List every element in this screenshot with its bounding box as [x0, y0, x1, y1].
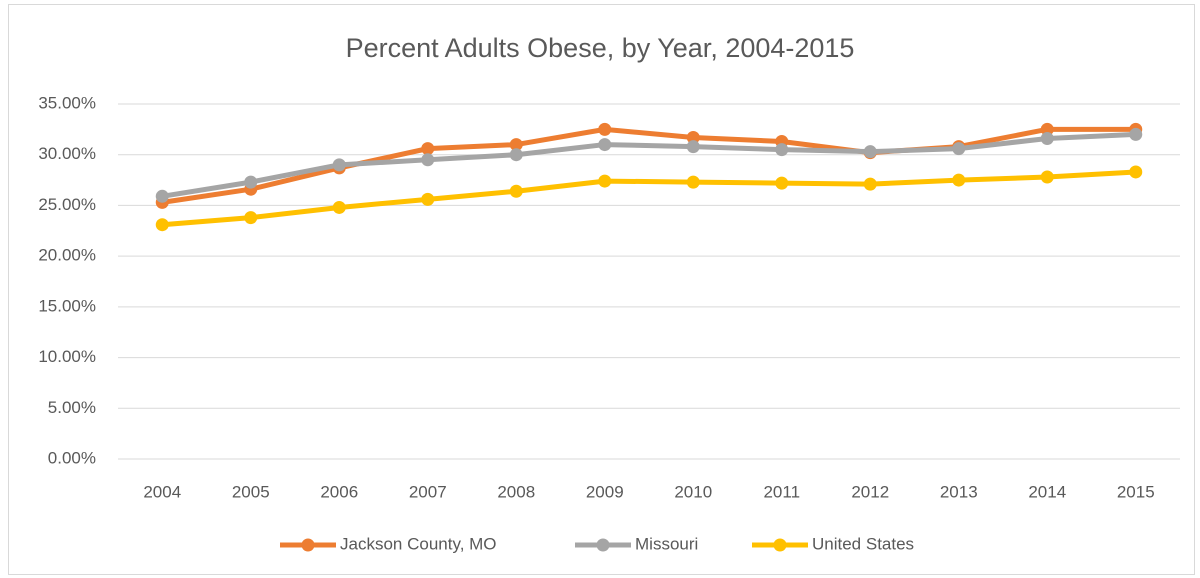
data-point: [952, 142, 966, 156]
data-point: [952, 173, 966, 187]
x-tick-label: 2009: [586, 482, 624, 501]
data-point: [1129, 127, 1143, 141]
y-tick-label: 20.00%: [38, 246, 96, 265]
data-point: [421, 153, 435, 167]
x-tick-label: 2004: [143, 482, 181, 501]
chart-title: Percent Adults Obese, by Year, 2004-2015: [346, 33, 855, 63]
data-point: [775, 176, 789, 190]
data-point: [598, 174, 612, 188]
x-tick-label: 2013: [940, 482, 978, 501]
data-point: [332, 200, 346, 214]
data-point: [863, 145, 877, 159]
data-point: [421, 142, 435, 156]
y-tick-label: 5.00%: [48, 398, 96, 417]
chart-frame: [8, 4, 1195, 575]
data-point: [1040, 122, 1054, 136]
y-tick-label: 35.00%: [38, 93, 96, 112]
x-tick-label: 2006: [320, 482, 358, 501]
y-tick-label: 25.00%: [38, 195, 96, 214]
data-point: [598, 122, 612, 136]
x-tick-label: 2014: [1028, 482, 1066, 501]
series-line: [162, 169, 1136, 228]
data-point: [863, 177, 877, 191]
y-tick-label: 30.00%: [38, 144, 96, 163]
legend-label: Missouri: [635, 534, 698, 553]
data-point: [509, 184, 523, 198]
legend-label: Jackson County, MO: [340, 534, 497, 553]
data-point: [509, 138, 523, 152]
data-point: [598, 138, 612, 152]
data-point: [244, 175, 258, 189]
x-tick-label: 2015: [1117, 482, 1155, 501]
legend-label: United States: [812, 534, 914, 553]
x-tick-label: 2010: [674, 482, 712, 501]
x-tick-label: 2008: [497, 482, 535, 501]
data-point: [686, 130, 700, 144]
x-tick-label: 2005: [232, 482, 270, 501]
x-tick-label: 2012: [851, 482, 889, 501]
data-point: [421, 192, 435, 206]
data-point: [1129, 165, 1143, 179]
y-tick-label: 10.00%: [38, 347, 96, 366]
data-point: [1040, 170, 1054, 184]
x-tick-label: 2007: [409, 482, 447, 501]
data-point: [155, 189, 169, 203]
data-point: [155, 218, 169, 232]
legend-marker: [301, 538, 315, 552]
series-line: [161, 131, 1136, 199]
data-point: [686, 175, 700, 189]
data-point: [244, 211, 258, 225]
data-point: [509, 148, 523, 162]
data-point: [1040, 131, 1054, 145]
data-point: [775, 143, 789, 157]
y-tick-label: 0.00%: [48, 448, 96, 467]
series-line: [161, 126, 1136, 205]
data-point: [332, 158, 346, 172]
y-tick-label: 15.00%: [38, 296, 96, 315]
legend-marker: [773, 538, 787, 552]
data-point: [686, 140, 700, 154]
legend-marker: [596, 538, 610, 552]
x-tick-label: 2011: [763, 482, 800, 501]
